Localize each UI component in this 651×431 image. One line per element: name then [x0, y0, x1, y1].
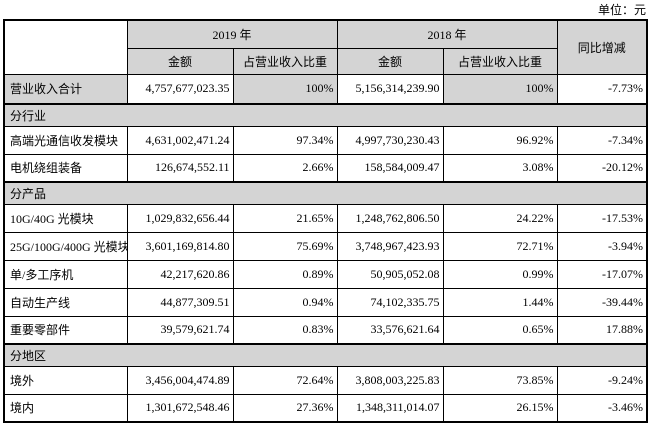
ratio-2019-cell: 0.94% [232, 287, 338, 317]
yoy-cell: -7.73% [556, 73, 648, 105]
row-label: 电机绕组装备 [3, 153, 128, 183]
row-label: 境内 [3, 393, 128, 423]
amount-2018-cell: 3,748,967,423.93 [336, 231, 444, 261]
table-row: 25G/100G/400G 光模块 3,601,169,814.80 75.69% 3… [3, 231, 648, 261]
amount-2018-cell: 74,102,335.75 [336, 287, 444, 317]
header-ratio-2019: 占营业收入比重 [232, 47, 338, 75]
amount-2018-cell: 50,905,052.08 [336, 259, 444, 289]
row-label: 25G/100G/400G 光模块 [3, 231, 128, 261]
ratio-2019-cell: 2.66% [232, 153, 338, 183]
header-row-measures: 金额 占营业收入比重 金额 占营业收入比重 [4, 47, 647, 75]
amount-2019-cell: 3,601,169,814.80 [126, 231, 234, 261]
yoy-cell: -3.46% [556, 393, 648, 423]
ratio-2018-cell: 0.65% [442, 315, 558, 345]
header-amount-2018: 金额 [336, 47, 444, 75]
yoy-cell: -17.53% [556, 203, 648, 233]
ratio-2018-cell: 3.08% [442, 153, 558, 183]
ratio-2019-cell: 0.89% [232, 259, 338, 289]
amount-2018-cell: 3,808,003,225.83 [336, 365, 444, 395]
row-label: 高端光通信收发模块 [3, 125, 128, 155]
row-label: 营业收入合计 [3, 73, 128, 105]
header-amount-2019: 金额 [126, 47, 234, 75]
table-row: 重要零部件 39,579,621.74 0.83% 33,576,621.64 0.65… [3, 315, 648, 345]
row-label: 重要零部件 [3, 315, 128, 345]
amount-2019-cell: 126,674,552.11 [126, 153, 234, 183]
section-label: 分地区 [3, 343, 648, 367]
table-body: 营业收入合计 4,757,677,023.35 100% 5,156,314,239.… [3, 73, 648, 423]
section-row: 分地区 [3, 343, 648, 367]
row-label: 10G/40G 光模块 [3, 203, 128, 233]
header-ratio-2018: 占营业收入比重 [442, 47, 558, 75]
amount-2019-cell: 42,217,620.86 [126, 259, 234, 289]
yoy-cell: -3.94% [556, 231, 648, 261]
section-row: 分行业 [3, 103, 648, 127]
header-2018: 2018 年 [336, 19, 558, 49]
row-label: 自动生产线 [3, 287, 128, 317]
amount-2018-cell: 33,576,621.64 [336, 315, 444, 345]
table-row: 单/多工序机 42,217,620.86 0.89% 50,905,052.08 0.9… [3, 259, 648, 289]
ratio-2018-cell: 24.22% [442, 203, 558, 233]
amount-2018-cell: 158,584,009.47 [336, 153, 444, 183]
ratio-2018-cell: 1.44% [442, 287, 558, 317]
section-label: 分行业 [3, 103, 648, 127]
row-label: 单/多工序机 [3, 259, 128, 289]
table-header: 2019 年 2018 年 同比增减 金额 占营业收入比重 金额 占营业收入比重 [3, 19, 648, 75]
ratio-2018-cell: 26.15% [442, 393, 558, 423]
table-row: 高端光通信收发模块 4,631,002,471.24 97.34% 4,997,730… [3, 125, 648, 155]
table-row: 自动生产线 44,877,309.51 0.94% 74,102,335.75 1.44… [3, 287, 648, 317]
table-row: 电机绕组装备 126,674,552.11 2.66% 158,584,009.47 3… [3, 153, 648, 183]
yoy-cell: -20.12% [556, 153, 648, 183]
amount-2018-cell: 1,348,311,014.07 [336, 393, 444, 423]
table-row: 境内 1,301,672,548.46 27.36% 1,348,311,014.07… [3, 393, 648, 423]
table-row: 10G/40G 光模块 1,029,832,656.44 21.65% 1,248,7… [3, 203, 648, 233]
ratio-2018-cell: 72.71% [442, 231, 558, 261]
amount-2018-cell: 4,997,730,230.43 [336, 125, 444, 155]
ratio-2018-cell: 100% [442, 73, 558, 105]
table-row: 营业收入合计 4,757,677,023.35 100% 5,156,314,239.… [3, 73, 648, 105]
ratio-2019-cell: 21.65% [232, 203, 338, 233]
ratio-2019-cell: 100% [232, 73, 338, 105]
row-label: 境外 [3, 365, 128, 395]
amount-2019-cell: 4,757,677,023.35 [126, 73, 234, 105]
header-2019: 2019 年 [126, 19, 338, 49]
ratio-2019-cell: 75.69% [232, 231, 338, 261]
ratio-2019-cell: 97.34% [232, 125, 338, 155]
yoy-cell: -7.34% [556, 125, 648, 155]
ratio-2019-cell: 72.64% [232, 365, 338, 395]
amount-2019-cell: 44,877,309.51 [126, 287, 234, 317]
amount-2019-cell: 4,631,002,471.24 [126, 125, 234, 155]
header-row-years: 2019 年 2018 年 同比增减 [3, 19, 648, 75]
corner-cell [3, 19, 128, 75]
ratio-2019-cell: 27.36% [232, 393, 338, 423]
yoy-cell: -39.44% [556, 287, 648, 317]
amount-2019-cell: 1,301,672,548.46 [126, 393, 234, 423]
yoy-cell: -17.07% [556, 259, 648, 289]
ratio-2018-cell: 96.92% [442, 125, 558, 155]
amount-2019-cell: 39,579,621.74 [126, 315, 234, 345]
table-row: 境外 3,456,004,474.89 72.64% 3,808,003,225.83… [3, 365, 648, 395]
amount-2019-cell: 3,456,004,474.89 [126, 365, 234, 395]
amount-2019-cell: 1,029,832,656.44 [126, 203, 234, 233]
section-row: 分产品 [3, 181, 648, 205]
revenue-table: 2019 年 2018 年 同比增减 金额 占营业收入比重 金额 占营业收入比重… [3, 19, 649, 423]
ratio-2018-cell: 73.85% [442, 365, 558, 395]
header-yoy: 同比增减 [556, 19, 648, 75]
ratio-2018-cell: 0.99% [442, 259, 558, 289]
amount-2018-cell: 1,248,762,806.50 [336, 203, 444, 233]
section-label: 分产品 [3, 181, 648, 205]
yoy-cell: -9.24% [556, 365, 648, 395]
unit-label: 单位：元 [597, 3, 646, 17]
amount-2018-cell: 5,156,314,239.90 [336, 73, 444, 105]
yoy-cell: 17.88% [556, 315, 648, 345]
ratio-2019-cell: 0.83% [232, 315, 338, 345]
